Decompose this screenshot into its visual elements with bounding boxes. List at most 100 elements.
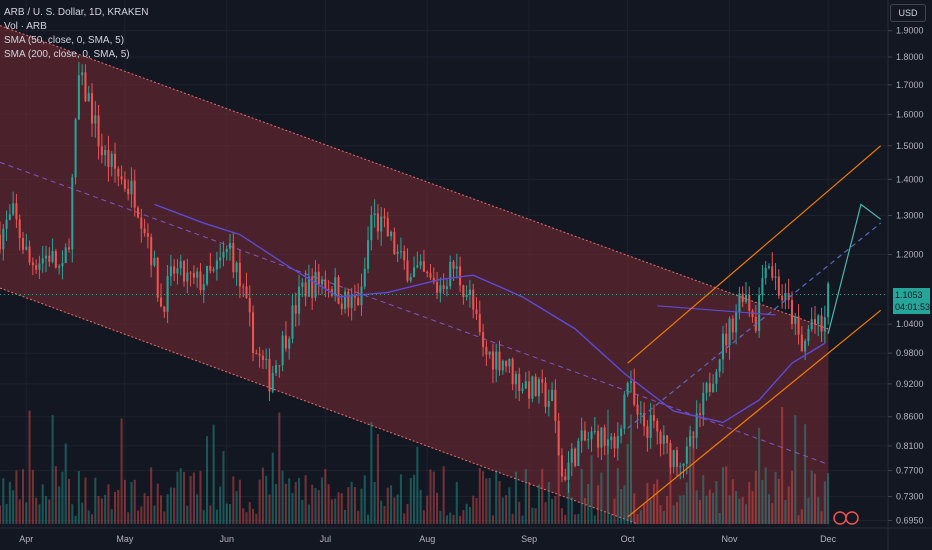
candle-body [820,315,823,332]
volume-bar [44,496,48,524]
y-tick-label: 1.5000 [896,141,924,151]
volume-bar [137,510,140,524]
volume-bar [416,446,419,524]
candle-body [110,153,113,167]
candle-body [790,299,794,324]
candle-body [376,213,379,232]
volume-bar [35,497,38,524]
candle-body [363,268,366,287]
volume-bar [202,510,205,524]
candle-body [15,203,18,220]
candle-body [514,373,517,385]
volume-bar [58,486,61,524]
volume-bar [528,482,531,524]
y-tick-label: 0.8600 [896,412,924,422]
candle-body [613,436,616,449]
candle-body [771,266,774,278]
volume-bar [472,495,475,524]
volume-bar [685,482,688,524]
candle-body [350,295,353,308]
volume-bar [524,468,527,524]
volume-bar [606,409,609,524]
candle-body [570,448,573,463]
candle-body [242,286,245,288]
candle-body [551,389,554,402]
candle-body [636,404,639,415]
candle-body [508,359,511,367]
chart-overlays [0,145,888,525]
candle-body [81,72,84,76]
candle-body [51,251,54,262]
volume-bar [169,487,172,524]
candle-body [278,365,281,367]
currency-button[interactable]: USD [890,4,926,22]
volume-bar [623,485,626,524]
volume-bar [48,499,51,524]
time-axis[interactable]: Apr May Jun Jul Aug Sep Oct Nov Dec [19,534,836,544]
candle-body [130,180,133,195]
volume-bar [672,505,675,524]
symbol-title[interactable]: ARB / U. S. Dollar, 1D, KRAKEN [4,7,149,18]
candle-body [777,276,780,296]
volume-bar [367,514,370,524]
candle-body [505,360,508,367]
sma200-indicator-label[interactable]: SMA (200, close, 0, SMA, 5) [4,49,130,60]
candle-body [672,450,675,468]
candle-body [44,255,48,259]
candle-body [284,335,287,349]
volume-bar [695,490,698,524]
volume-bar [764,467,767,524]
candle-body [163,306,166,312]
volume-bar [409,477,412,524]
volume-bar [28,410,31,524]
volume-bar [646,482,649,524]
candle-body [386,218,389,237]
volume-bar [682,494,685,524]
candle-body [715,371,718,384]
candle-body [485,346,488,355]
volume-bar [531,507,534,524]
sma50-indicator-label[interactable]: SMA (50, close, 0, SMA, 5) [4,35,125,46]
volume-bar [666,495,669,524]
volume-bar [455,481,458,524]
volume-bar [183,471,186,524]
volume-bar [12,490,15,524]
candle-body [225,248,228,253]
candle-body [301,282,304,287]
candle-body [708,383,711,392]
volume-bar [505,495,508,524]
volume-bar [321,477,324,524]
volume-bar [465,503,468,524]
candle-body [501,360,504,371]
volume-bar [485,478,488,524]
price-axis[interactable]: 0.6950 0.7300 0.7700 0.8100 0.8600 0.9200 0.98… [888,26,924,526]
candle-body [449,261,452,287]
candle-body [781,295,784,301]
volume-bar [475,498,478,524]
volume-bar [659,505,662,524]
volume-bar [708,489,711,524]
candle-body [74,119,77,178]
candle-body [340,303,343,310]
candle-body [685,446,688,464]
y-tick-label: 0.6950 [896,515,924,525]
candle-body [399,251,402,253]
volume-bar [804,424,807,524]
volume-bar [245,512,248,524]
volume-bar [790,470,794,524]
volume-indicator-label[interactable]: Vol · ARB [4,21,47,32]
candle-body [393,231,396,254]
candle-body [541,379,544,383]
candle-body [271,373,274,392]
volume-bar [459,515,462,524]
volume-bar [551,498,554,524]
volume-bar [784,500,787,524]
volume-bar [518,501,521,524]
volume-bar [662,511,665,524]
volume-bar [698,499,701,524]
volume-bar [767,494,771,524]
candle-body [702,392,705,416]
candle-body [146,233,149,237]
candle-body [380,216,383,232]
